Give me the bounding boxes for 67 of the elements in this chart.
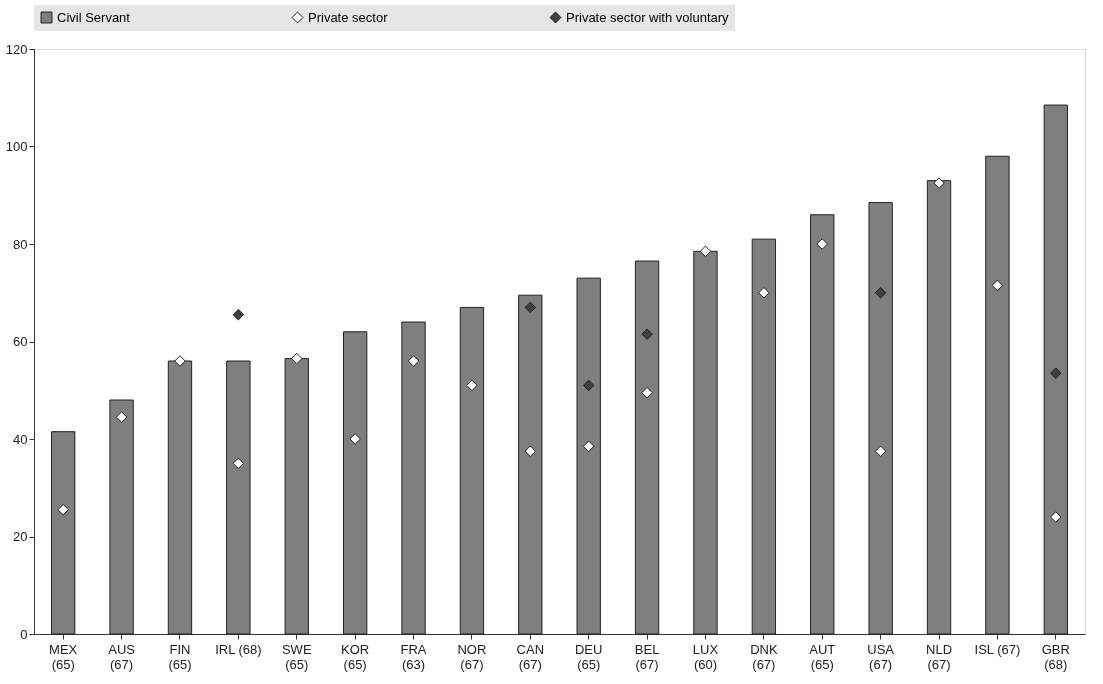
x-tick-label: DEU (65) <box>574 641 603 672</box>
bar <box>634 260 660 635</box>
bar <box>226 360 251 635</box>
bar <box>926 180 952 635</box>
point <box>816 238 828 250</box>
point <box>582 379 595 392</box>
x-tick-label: NOR (67) <box>457 641 487 672</box>
y-tick-label: 100 <box>5 139 28 154</box>
bar <box>401 321 426 635</box>
x-tick-label: ISL (67) <box>974 641 1021 657</box>
bar <box>342 331 368 635</box>
point <box>174 355 186 367</box>
bar <box>518 294 543 635</box>
point <box>699 245 712 258</box>
point <box>291 352 303 365</box>
x-tick-label: IRL (68) <box>215 641 262 657</box>
point <box>349 433 361 445</box>
point <box>874 287 887 299</box>
bar <box>1043 104 1068 635</box>
legend-label: Civil Servant <box>57 9 131 25</box>
y-tick-label: 0 <box>20 626 28 642</box>
bar <box>985 155 1010 635</box>
point <box>991 279 1004 292</box>
point <box>874 445 887 457</box>
bar <box>51 431 76 635</box>
point <box>232 308 245 321</box>
y-tick-label: 120 <box>5 41 28 57</box>
x-tick-label: LUX (60) <box>692 641 719 672</box>
x-tick-label: MEX (65) <box>49 641 78 672</box>
x-tick-label: NLD (67) <box>926 641 953 672</box>
y-tick-label: 80 <box>13 236 28 252</box>
point <box>933 177 945 189</box>
x-tick-label: FIN (65) <box>168 641 192 672</box>
x-tick-label: BEL (67) <box>634 641 660 672</box>
x-tick-label: SWE (65) <box>281 641 312 672</box>
x-tick-label: AUT (65) <box>809 641 836 672</box>
y-tick-label: 40 <box>13 431 28 447</box>
bar <box>810 214 835 635</box>
x-tick-label: GBR (68) <box>1041 641 1070 672</box>
x-tick-label: AUS (67) <box>108 641 136 672</box>
point <box>1050 367 1062 379</box>
bar <box>459 306 485 635</box>
x-tick-label: FRA (63) <box>400 641 427 672</box>
point <box>466 379 478 392</box>
y-tick-label: 20 <box>13 529 28 544</box>
x-tick-label: USA (67) <box>867 641 895 672</box>
point <box>582 440 595 453</box>
point <box>1050 511 1062 523</box>
bar <box>576 277 601 635</box>
x-tick-label: DNK (67) <box>750 641 778 672</box>
legend-label: Private sector <box>308 9 389 25</box>
point <box>57 503 69 516</box>
point <box>407 355 420 367</box>
x-tick-label: KOR (65) <box>341 641 370 672</box>
point <box>758 287 770 299</box>
bar <box>751 238 777 635</box>
y-tick-label: 60 <box>13 334 28 349</box>
point <box>641 328 653 340</box>
point <box>524 301 537 314</box>
point <box>524 445 537 457</box>
bar <box>109 399 134 635</box>
x-tick-label: CAN (67) <box>516 641 545 672</box>
bar <box>868 202 893 635</box>
point <box>641 386 653 399</box>
point <box>232 457 245 470</box>
point <box>115 411 128 423</box>
legend-label: Private sector with voluntary <box>566 9 730 25</box>
